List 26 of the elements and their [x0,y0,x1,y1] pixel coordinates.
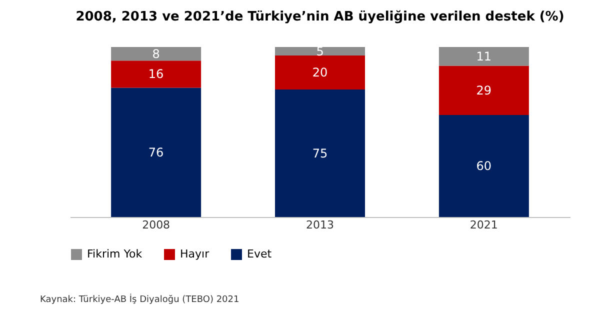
x-tick-label: 2008 [142,218,170,232]
bar [111,60,202,88]
text: Kaynak: Türkiye-AB İş Diyaloğu (TEBO) 2021 [40,293,240,305]
data-label: 29 [476,83,492,98]
legend-label: Fikrim Yok [87,248,143,261]
legend-label: Hayır [180,248,210,261]
x-tick-label: 2013 [306,218,334,232]
data-label: 11 [476,49,492,64]
data-label: 76 [148,145,164,160]
data-label: 20 [312,66,328,80]
bar [275,90,365,217]
bar [111,47,202,61]
bar [111,88,202,217]
bar [438,47,529,66]
bar [275,47,365,56]
legend-label: Evet [247,248,272,261]
data-label: 5 [316,44,324,58]
bar [438,115,529,217]
bar [438,66,529,115]
data-label: 60 [476,159,492,173]
data-label: 75 [312,146,328,160]
data-label: 8 [152,46,160,61]
chart-title: 2008, 2013 ve 2021’de Türkiye’nin AB üyeliğine verilen destek (%) [76,9,564,24]
x-tick-label: 2021 [470,218,498,232]
bar [275,56,365,90]
data-label: 16 [148,67,164,82]
